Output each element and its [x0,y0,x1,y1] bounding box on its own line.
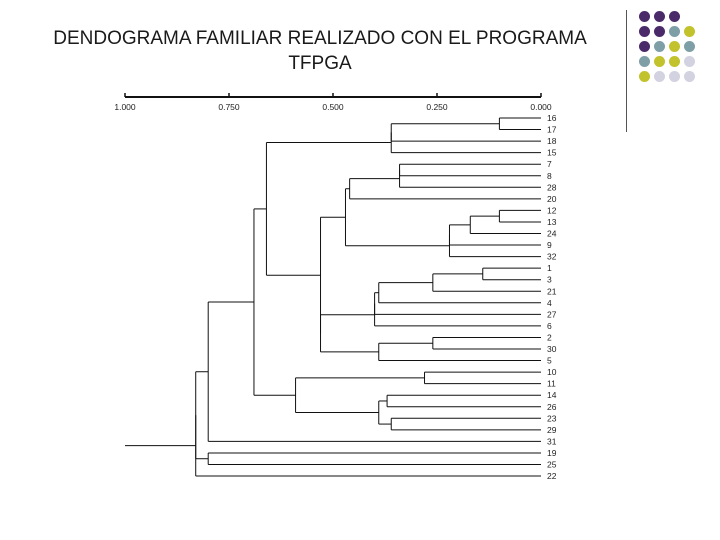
leaf-label: 23 [547,413,557,423]
decor-dot [669,11,680,22]
decor-dot [639,56,650,67]
leaf-label: 9 [547,240,552,250]
leaf-label: 13 [547,217,557,227]
slide-title: DENDOGRAMA FAMILIAR REALIZADO CON EL PRO… [53,28,587,74]
scale-tick-label: 0.500 [322,102,344,112]
decor-dot [684,56,695,67]
leaf-label: 17 [547,125,557,135]
leaf-label: 3 [547,275,552,285]
leaf-label: 16 [547,113,557,123]
leaf-label: 10 [547,367,557,377]
leaf-label: 29 [547,425,557,435]
leaf-label: 2 [547,332,552,342]
leaf-label: 24 [547,229,557,239]
decor-dot [669,71,680,82]
scale-tick-label: 0.000 [530,102,552,112]
title-divider [626,10,627,132]
decor-dot [639,11,650,22]
decor-dot [639,41,650,52]
decor-dot [669,41,680,52]
decor-dot [654,26,665,37]
leaf-label: 32 [547,252,557,262]
decor-dot [639,71,650,82]
leaf-label: 25 [547,460,557,470]
decor-dot [654,71,665,82]
leaf-label: 4 [547,298,552,308]
scale-tick-label: 0.250 [426,102,448,112]
decor-dot [669,26,680,37]
leaf-label: 5 [547,356,552,366]
leaf-label: 19 [547,448,557,458]
leaf-label: 7 [547,159,552,169]
decor-dot [684,26,695,37]
leaf-label: 11 [547,379,556,389]
leaf-label: 15 [547,148,557,158]
decor-dot [639,26,650,37]
leaf-label: 1 [547,263,552,273]
leaf-label: 18 [547,136,557,146]
scale-tick-label: 1.000 [114,102,136,112]
leaf-label: 6 [547,321,552,331]
leaf-label: 12 [547,205,557,215]
decor-dot [654,11,665,22]
scale-tick-label: 0.750 [218,102,240,112]
leaf-label: 31 [547,436,557,446]
decor-dot [669,56,680,67]
leaf-label: 28 [547,182,557,192]
leaf-label: 27 [547,309,557,319]
leaf-label: 26 [547,402,557,412]
decor-dot [654,41,665,52]
leaf-label: 8 [547,171,552,181]
leaf-label: 30 [547,344,557,354]
decor-dot [684,41,695,52]
decor-dot [654,56,665,67]
leaf-label: 22 [547,471,557,481]
leaf-label: 14 [547,390,557,400]
decor-dot [684,71,695,82]
leaf-label: 20 [547,194,557,204]
leaf-label: 21 [547,286,557,296]
